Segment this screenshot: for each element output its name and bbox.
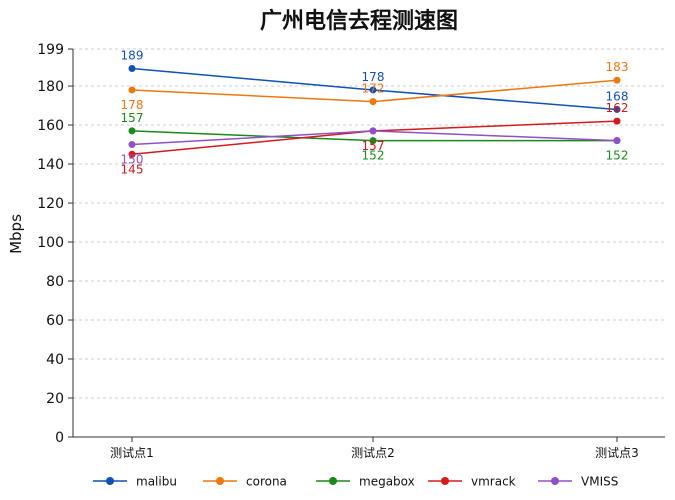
- y-tick-label: 199: [37, 42, 64, 58]
- y-tick-label: 120: [37, 196, 64, 212]
- y-axis-ticks: 0 20 40 60 80 100 120 140 160 180 199: [37, 42, 73, 446]
- legend-item-vmrack: vmrack: [428, 475, 516, 489]
- axes: [72, 49, 665, 438]
- data-label: 168: [606, 89, 629, 103]
- data-point: [369, 86, 377, 94]
- data-point: [613, 105, 621, 113]
- data-label: 172: [362, 82, 385, 96]
- y-tick-label: 180: [37, 79, 64, 95]
- x-tick-label: 测试点1: [110, 445, 154, 460]
- legend-marker: [106, 477, 114, 485]
- data-label: 157: [362, 139, 385, 153]
- data-label: 157: [121, 111, 144, 125]
- series-corona: [128, 76, 621, 106]
- data-point: [613, 137, 621, 145]
- y-tick-label: 80: [46, 274, 64, 290]
- data-label: 162: [606, 101, 629, 115]
- data-point: [128, 150, 136, 158]
- legend-label: malibu: [136, 475, 177, 489]
- legend-label: vmrack: [471, 475, 516, 489]
- data-label: 178: [121, 98, 144, 112]
- data-label: 152: [362, 149, 385, 163]
- data-point: [613, 117, 621, 125]
- legend-item-megabox: megabox: [316, 475, 415, 489]
- data-label: 183: [606, 60, 629, 74]
- legend-marker: [329, 477, 337, 485]
- grid-lines: [73, 48, 665, 399]
- series-lines: [128, 64, 621, 158]
- legend-label: megabox: [359, 475, 415, 489]
- legend-item-malibu: malibu: [93, 475, 177, 489]
- data-label: 178: [362, 70, 385, 84]
- y-tick-label: 100: [37, 235, 64, 251]
- series-malibu: [128, 64, 621, 113]
- data-point: [369, 98, 377, 106]
- x-tick-label: 测试点2: [351, 445, 395, 460]
- legend-item-corona: corona: [203, 475, 287, 489]
- y-tick-label: 140: [37, 157, 64, 173]
- y-tick-label: 60: [46, 313, 64, 329]
- legend-label: corona: [246, 475, 287, 489]
- data-label: 189: [121, 48, 144, 62]
- data-point: [128, 127, 136, 135]
- y-tick-label: 160: [37, 118, 64, 134]
- data-point: [613, 76, 621, 84]
- y-tick-label: 0: [55, 430, 64, 446]
- data-point: [128, 64, 136, 72]
- data-point: [369, 137, 377, 145]
- legend-marker: [551, 477, 559, 485]
- series-vmiss: [128, 127, 621, 149]
- data-point: [369, 127, 377, 135]
- chart-title: 广州电信去程测速图: [260, 8, 458, 34]
- legend-label: VMISS: [581, 475, 618, 489]
- data-point: [128, 141, 136, 149]
- legend-marker: [441, 477, 449, 485]
- series-megabox: [128, 127, 621, 145]
- legend-item-vmiss: VMISS: [538, 475, 618, 489]
- legend-marker: [216, 477, 224, 485]
- data-point: [128, 86, 136, 94]
- legend: malibu corona megabox vmrack VMISS: [93, 475, 618, 489]
- y-tick-label: 40: [46, 352, 64, 368]
- x-tick-label: 测试点3: [595, 445, 639, 460]
- x-axis-ticks: 测试点1 测试点2 测试点3: [110, 437, 639, 460]
- data-label: 145: [121, 162, 144, 176]
- data-label: 150: [121, 153, 144, 167]
- y-tick-label: 20: [46, 391, 64, 407]
- y-axis-label: Mbps: [7, 214, 25, 254]
- data-label: 152: [606, 149, 629, 163]
